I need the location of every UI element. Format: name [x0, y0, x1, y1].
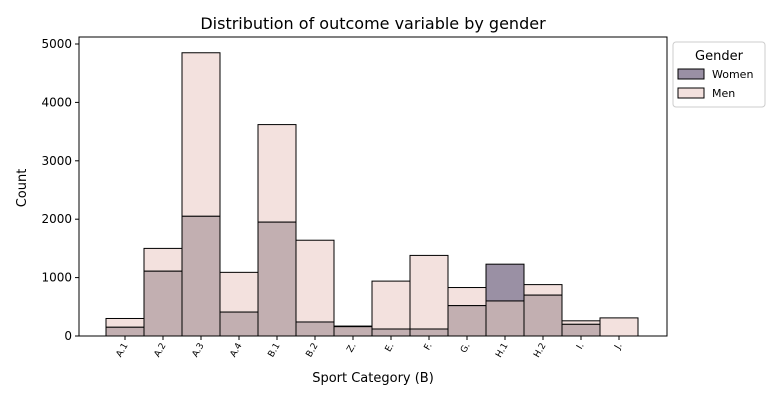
legend-label-women: Women	[712, 68, 753, 81]
bar-men-a-3	[181, 52, 221, 217]
x-tick-label: J.	[613, 342, 625, 353]
legend-items: Women Men	[677, 68, 753, 100]
bar-overlap-a-1	[105, 326, 145, 337]
y-tick-label: 0	[64, 329, 72, 343]
bar-men-g	[447, 287, 487, 307]
x-axis-label: Sport Category (B)	[312, 371, 434, 386]
x-tick-label: B.2	[305, 342, 321, 360]
bar-overlap-a-3	[181, 215, 221, 337]
x-tick-label: I.	[575, 342, 586, 352]
bar-men-a-1	[105, 317, 145, 328]
bar-men-b-1	[257, 124, 297, 223]
plot-frame	[78, 36, 668, 337]
legend-label-men: Men	[712, 87, 735, 100]
y-axis: 0 1000 2000 3000 4000 5000	[41, 37, 79, 343]
bar-overlap-b-2	[295, 321, 335, 337]
legend: Gender Women Men	[672, 41, 766, 108]
bar-overlap-g	[447, 305, 487, 337]
y-tick-label: 3000	[41, 154, 72, 168]
y-tick-label: 2000	[41, 212, 72, 226]
bar-men-i	[561, 320, 601, 325]
bar-men-f	[409, 254, 449, 330]
bar-overlap-a-2	[143, 270, 183, 337]
y-tick-label: 5000	[41, 37, 72, 51]
bar-men-j	[599, 317, 639, 337]
bar-overlap-f	[409, 328, 449, 337]
legend-swatch-women	[677, 68, 705, 80]
legend-title: Gender	[695, 49, 744, 64]
x-tick-label: H.1	[494, 342, 510, 360]
x-axis: A.1 A.2 A.3 A.4 B.1 B.2 Z. E. F. G. H.1 H.2 I. J.	[115, 336, 625, 360]
bar-men-h-2	[523, 284, 563, 296]
x-tick-label: E.	[384, 342, 397, 354]
bar-overlap-z	[333, 326, 373, 337]
bar-men-a-4	[219, 271, 259, 313]
x-tick-label: A.3	[191, 342, 207, 360]
bar-men-a-2	[143, 247, 183, 272]
bar-overlap-e	[371, 328, 411, 337]
x-tick-label: H.2	[532, 342, 548, 360]
bar-men-e	[371, 280, 411, 330]
y-tick-label: 4000	[41, 95, 72, 109]
x-tick-label: A.1	[115, 342, 131, 360]
x-tick-label: A.2	[153, 342, 169, 360]
bar-overlap-a-4	[219, 311, 259, 337]
bar-women-h-1	[485, 263, 525, 302]
x-tick-label: Z.	[345, 342, 358, 355]
bar-overlap-b-1	[257, 221, 297, 337]
chart-title: Distribution of outcome variable by gend…	[200, 14, 546, 33]
x-tick-label: G.	[459, 342, 473, 356]
bar-overlap-h-2	[523, 294, 563, 337]
y-axis-label: Count	[15, 169, 30, 208]
bars-layer	[105, 52, 639, 337]
legend-swatch-men	[677, 87, 705, 99]
x-tick-label: B.1	[267, 342, 283, 360]
bar-overlap-h-1	[485, 300, 525, 337]
y-tick-label: 1000	[41, 271, 72, 285]
bar-overlap-i	[561, 323, 601, 337]
x-tick-label: F.	[423, 342, 435, 353]
x-tick-label: A.4	[229, 341, 245, 359]
bar-men-b-2	[295, 239, 335, 323]
